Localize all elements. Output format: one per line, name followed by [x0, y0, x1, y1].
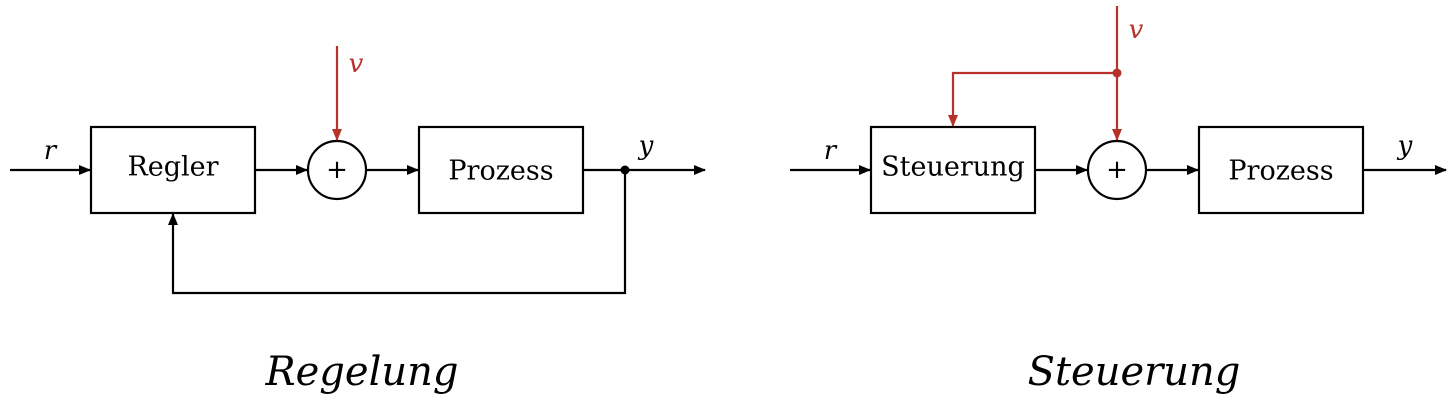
- regelung-process-block: [417, 125, 585, 215]
- regelung-input-label: r: [44, 136, 58, 166]
- steuerung-process-label: Prozess: [1228, 156, 1333, 187]
- steuerung-process-block: [1197, 125, 1365, 215]
- regelung-process-label: Prozess: [448, 156, 553, 187]
- steuerung-feedforward-path: [948, 71, 1117, 127]
- steuerung-controller-label: Steuerung: [881, 152, 1025, 183]
- regelung-controller-label: Regler: [127, 152, 218, 183]
- steuerung-output-label: y: [1397, 131, 1413, 161]
- steuerung-controller-block: [869, 125, 1037, 215]
- steuerung-caption: Steuerung: [1028, 349, 1241, 395]
- steuerung-plus-symbol: +: [1106, 155, 1128, 185]
- regelung-diagram: r Regler + v Prozess y Regelung: [10, 46, 706, 395]
- regelung-output-label: y: [638, 131, 654, 161]
- regelung-plus-symbol: +: [326, 155, 348, 185]
- regelung-caption: Regelung: [265, 349, 459, 395]
- regelung-disturbance-label: v: [349, 49, 364, 79]
- regelung-feedback-path: [168, 170, 627, 295]
- steuerung-input-label: r: [824, 136, 838, 166]
- steuerung-diagram: r Steuerung + v Prozess y Steuerung: [790, 6, 1447, 395]
- steuerung-disturbance-label: v: [1129, 15, 1144, 45]
